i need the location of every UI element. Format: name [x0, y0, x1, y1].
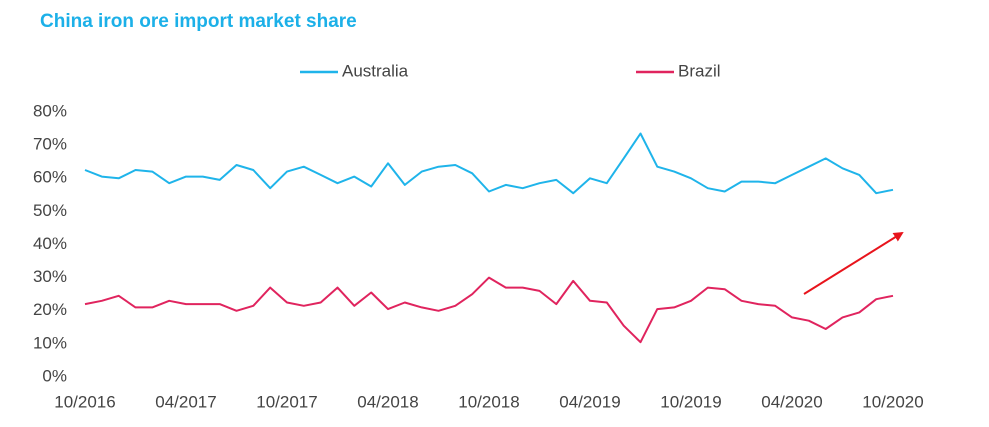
y-tick-label: 0%: [42, 366, 67, 385]
y-tick-label: 50%: [33, 201, 67, 220]
y-tick-label: 20%: [33, 300, 67, 319]
chart-title: China iron ore import market share: [40, 11, 357, 32]
x-tick-label: 04/2018: [357, 392, 418, 411]
y-tick-label: 70%: [33, 135, 67, 154]
legend-label: Australia: [342, 61, 409, 80]
legend-label: Brazil: [678, 61, 721, 80]
series-line: [84, 276, 894, 344]
annotation-arrow: [803, 231, 904, 295]
x-tick-label: 04/2020: [761, 392, 822, 411]
x-tick-label: 10/2019: [660, 392, 721, 411]
y-tick-label: 60%: [33, 168, 67, 187]
x-tick-label: 10/2018: [458, 392, 519, 411]
y-tick-label: 80%: [33, 101, 67, 120]
y-tick-label: 10%: [33, 333, 67, 352]
x-tick-label: 10/2020: [862, 392, 923, 411]
x-tick-label: 04/2019: [559, 392, 620, 411]
x-tick-label: 04/2017: [155, 392, 216, 411]
series-line: [84, 132, 894, 195]
x-tick-label: 10/2016: [54, 392, 115, 411]
y-tick-label: 30%: [33, 267, 67, 286]
y-tick-label: 40%: [33, 234, 67, 253]
x-tick-label: 10/2017: [256, 392, 317, 411]
